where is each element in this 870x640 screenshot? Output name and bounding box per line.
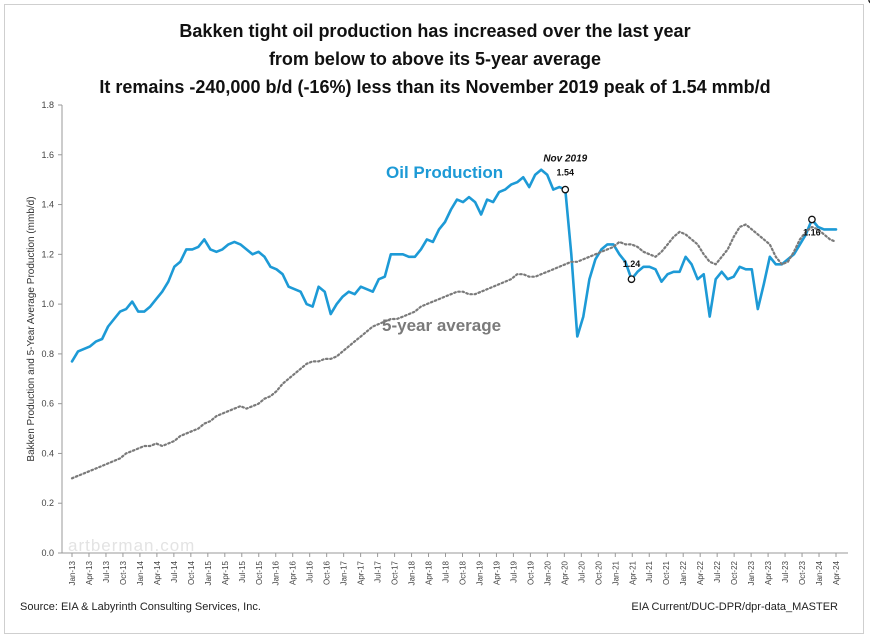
x-tick-label: Jan-15 <box>204 560 213 585</box>
oil-production-label: Oil Production <box>386 163 503 182</box>
chart-title-line-1: Bakken tight oil production has increase… <box>179 21 691 41</box>
x-tick-label: Jan-13 <box>68 560 77 585</box>
y-tick-label: 0.0 <box>41 548 54 558</box>
y-tick-label: 0.2 <box>41 498 54 508</box>
annotation-date-label: Feb <box>863 0 870 3</box>
x-tick-label: Oct-17 <box>391 560 400 585</box>
y-tick-label: 1.2 <box>41 249 54 259</box>
x-tick-label: Oct-14 <box>187 560 196 585</box>
x-tick-label: Oct-20 <box>594 560 603 585</box>
y-axis-label: Bakken Production and 5-Year Average Pro… <box>26 196 37 461</box>
annotation-marker <box>808 215 816 224</box>
five-year-average-label: 5-year average <box>382 316 501 335</box>
annotation-marker <box>627 275 636 284</box>
y-tick-label: 0.6 <box>41 399 54 409</box>
x-tick-label: Jul-22 <box>713 560 722 582</box>
x-tick-label: Jul-18 <box>442 560 451 582</box>
annotation-value-label: 1.16 <box>803 227 821 237</box>
x-tick-label: Jan-14 <box>136 560 145 585</box>
annotation-value-label: 1.24 <box>623 259 641 269</box>
x-tick-label: Apr-19 <box>492 560 501 585</box>
y-tick-label: 1.6 <box>41 150 54 160</box>
x-tick-label: Apr-23 <box>764 560 773 585</box>
x-tick-label: Apr-20 <box>560 560 569 585</box>
y-tick-label: 0.4 <box>41 448 54 458</box>
y-tick-label: 0.8 <box>41 349 54 359</box>
x-tick-label: Jul-14 <box>170 560 179 582</box>
x-tick-label: Oct-13 <box>119 560 128 585</box>
x-tick-label: Oct-23 <box>798 560 807 585</box>
x-tick-label: Oct-18 <box>458 560 467 585</box>
x-tick-label: Oct-21 <box>662 560 671 585</box>
x-tick-label: Jul-17 <box>374 560 383 582</box>
y-tick-label: 1.8 <box>41 100 54 110</box>
x-tick-label: Apr-21 <box>628 560 637 585</box>
x-tick-label: Apr-22 <box>696 560 705 585</box>
x-tick-label: Oct-19 <box>526 560 535 585</box>
x-tick-label: Jul-19 <box>509 560 518 582</box>
x-tick-label: Jan-24 <box>815 560 824 585</box>
x-tick-label: Jul-15 <box>238 560 247 582</box>
x-tick-label: Oct-22 <box>730 560 739 585</box>
x-tick-label: Jul-16 <box>306 560 315 582</box>
annotation-date-label: 2024 <box>860 0 870 3</box>
annotation-marker <box>561 185 570 194</box>
chart-title-line-2: from below to above its 5-year average <box>268 49 602 69</box>
x-tick-label: Jan-17 <box>340 560 349 585</box>
x-tick-label: Jan-16 <box>272 560 281 585</box>
x-tick-label: Jan-23 <box>747 560 756 585</box>
x-tick-label: Apr-18 <box>425 560 434 585</box>
x-tick-label: Jan-20 <box>543 560 552 585</box>
x-tick-label: Apr-16 <box>289 560 298 585</box>
annotation-date-label: Nov 2019 <box>543 154 587 165</box>
annotation-value-label: 1.30 <box>863 0 870 2</box>
chart-frame <box>4 4 864 634</box>
x-tick-label: Apr-13 <box>85 560 94 585</box>
x-tick-label: Apr-24 <box>832 560 841 585</box>
y-tick-label: 1.4 <box>41 200 54 210</box>
x-tick-label: Jan-22 <box>679 560 688 585</box>
x-tick-label: Jul-20 <box>577 560 586 582</box>
y-tick-label: 1.0 <box>41 299 54 309</box>
x-tick-label: Jul-13 <box>102 560 111 582</box>
x-tick-label: Jul-21 <box>645 560 654 582</box>
x-tick-label: Apr-15 <box>221 560 230 585</box>
x-tick-label: Apr-17 <box>357 560 366 585</box>
chart-title-line-3: It remains -240,000 b/d (-16%) less than… <box>99 77 771 97</box>
x-tick-label: Jan-18 <box>408 560 417 585</box>
x-tick-label: Jul-23 <box>781 560 790 582</box>
x-tick-label: Oct-16 <box>323 560 332 585</box>
x-tick-label: Apr-14 <box>153 560 162 585</box>
x-tick-label: Jan-19 <box>475 560 484 585</box>
watermark: artberman.com <box>68 536 195 555</box>
x-tick-label: Jan-21 <box>611 560 620 585</box>
file-reference: EIA Current/DUC-DPR/dpr-data_MASTER <box>631 601 838 613</box>
five-year-average-line <box>70 223 838 480</box>
source-note: Source: EIA & Labyrinth Consulting Servi… <box>20 601 261 613</box>
annotation-value-label: 1.54 <box>557 168 575 178</box>
oil-production-line <box>70 168 838 363</box>
x-tick-label: Oct-15 <box>255 560 264 585</box>
